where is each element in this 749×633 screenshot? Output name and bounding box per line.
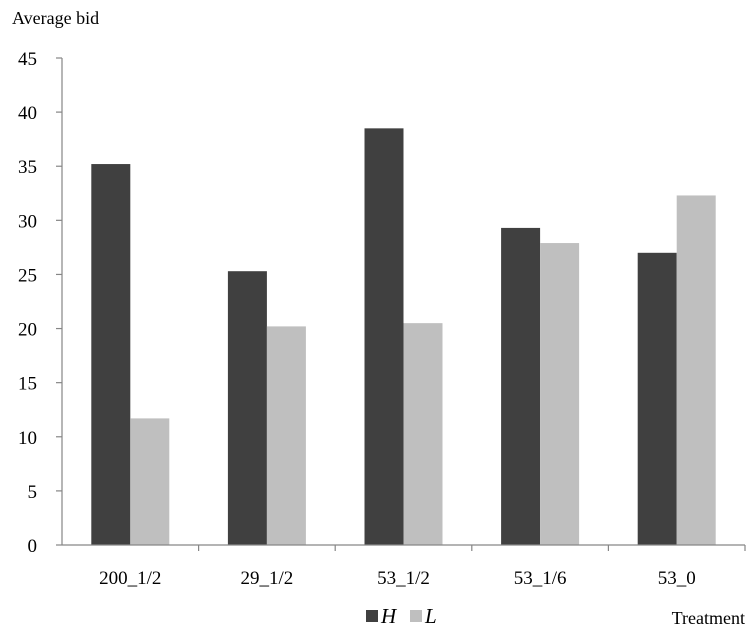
y-axis: 0 5 10 15 20 25 30 35 40 45 [18, 49, 63, 557]
bars [91, 128, 716, 546]
x-tick-label: 200_1/2 [99, 568, 161, 589]
x-tick-label: 53_1/2 [377, 568, 430, 589]
bar-h-53-0 [637, 252, 677, 546]
legend-label-l: L [424, 604, 437, 628]
y-tick-label: 30 [18, 211, 37, 232]
y-tick-label: 5 [28, 482, 38, 503]
x-axis: 200_1/2 29_1/2 53_1/2 53_1/6 53_0 [62, 544, 746, 589]
bar-l-53-1-2 [403, 323, 443, 545]
bar-l-53-1-6 [540, 243, 580, 545]
bar-l-53-0 [676, 195, 716, 546]
legend-label-h: H [380, 604, 398, 628]
bar-h-53-1-6 [501, 227, 541, 546]
y-axis-title: Average bid [12, 8, 99, 28]
y-tick-label: 40 [18, 103, 37, 124]
x-tick-label: 53_0 [658, 568, 696, 589]
bar-l-200-1-2 [130, 418, 170, 545]
y-tick-label: 10 [18, 428, 37, 449]
x-tick-label: 29_1/2 [241, 568, 294, 589]
x-axis-title: Treatment [672, 608, 745, 628]
y-tick-label: 45 [18, 49, 37, 70]
x-tick-label: 53_1/6 [514, 568, 567, 589]
y-tick-label: 25 [18, 265, 37, 286]
bar-h-29-1-2 [227, 271, 267, 545]
legend-swatch-l [410, 610, 422, 622]
y-tick-label: 35 [18, 157, 37, 178]
bar-h-53-1-2 [364, 128, 404, 545]
bar-l-29-1-2 [266, 326, 306, 545]
bar-h-200-1-2 [91, 164, 131, 545]
y-tick-label: 15 [18, 374, 37, 395]
legend-swatch-h [366, 610, 378, 622]
y-tick-label: 0 [28, 536, 38, 557]
y-tick-label: 20 [18, 320, 37, 341]
